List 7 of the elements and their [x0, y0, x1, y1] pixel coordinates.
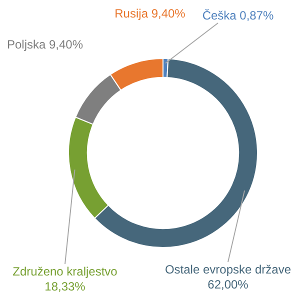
slice-label: Rusija 9,40% [114, 6, 186, 20]
slice-label: Poljska 9,40% [6, 37, 84, 52]
slice-label: Ostale evropske države [164, 262, 292, 276]
slice-label: Češka 0,87% [202, 8, 274, 22]
data-label: 18,33% [44, 279, 86, 294]
data-label: 62,00% [208, 277, 249, 292]
slice-label: Združeno kraljestvo [12, 264, 118, 278]
